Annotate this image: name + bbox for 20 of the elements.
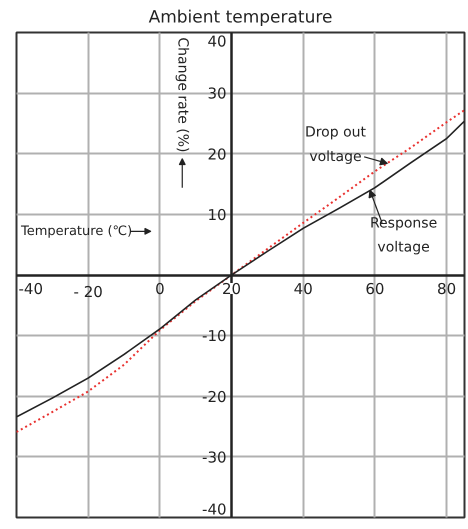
x-tick-label: - 20 [74,283,103,301]
y-tick-label: 10 [207,206,227,224]
x-tick-label: 20 [222,280,242,298]
y-tick-label: 30 [207,84,227,103]
y-tick-label: 20 [207,145,227,164]
y-tick-label: -10 [202,327,227,346]
series-label: Drop out voltage [304,124,367,165]
y-tick-label: 40 [207,32,227,50]
y-tick-label: -30 [202,448,227,466]
y-axis-title: Change rate (%) [174,37,190,153]
y-tick-label: -20 [202,388,227,406]
x-tick-label: 40 [294,280,313,298]
x-tick-label: -40 [18,280,43,298]
x-axis-title: Temperature (℃) [20,224,132,239]
x-tick-label: 80 [437,280,456,298]
x-tick-label: 0 [155,280,165,298]
x-tick-label: 60 [365,280,384,298]
chart-title: Ambient temperature [148,8,332,28]
series-label: Response voltage [370,215,438,256]
y-tick-label: -40 [202,500,227,518]
